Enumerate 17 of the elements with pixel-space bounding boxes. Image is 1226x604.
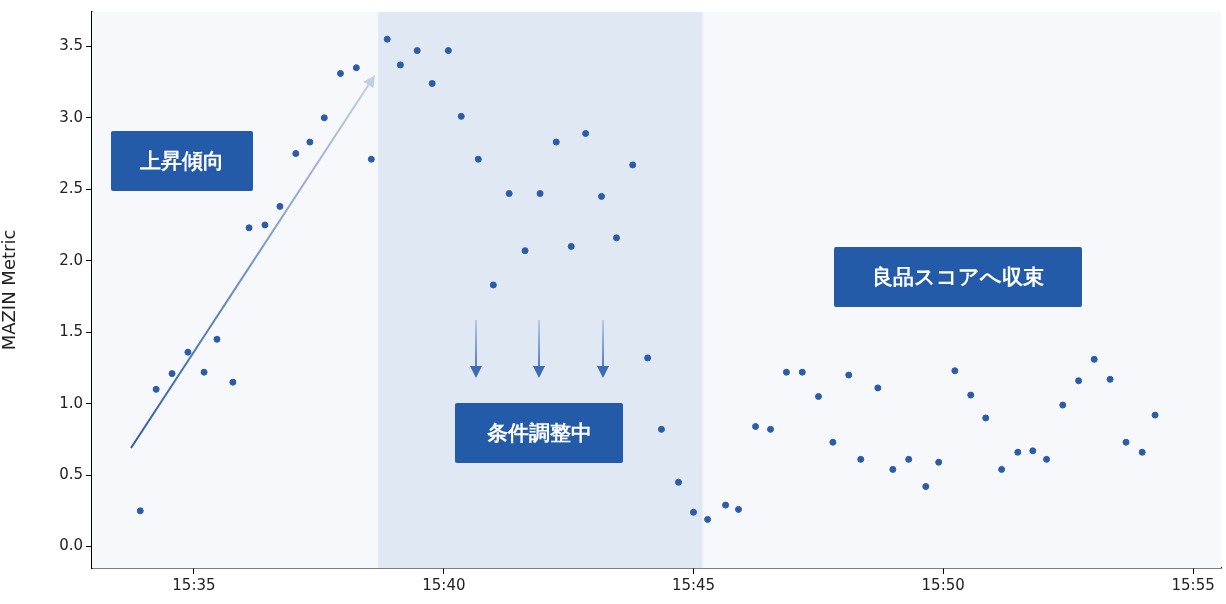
x-tick-label: 15:45 xyxy=(671,575,716,594)
x-tick-label: 15:40 xyxy=(422,575,466,594)
y-tick-label: 3.5 xyxy=(59,36,83,55)
x-tick-label: 15:35 xyxy=(172,575,216,594)
y-tick-label: 2.5 xyxy=(59,179,83,198)
label-box: 良品スコアへ収束 xyxy=(834,247,1082,307)
y-tick-label: 3.0 xyxy=(59,107,83,126)
y-tick-label: 0.0 xyxy=(59,536,83,555)
y-tick-label: 2.0 xyxy=(59,250,83,269)
label-box: 上昇傾向 xyxy=(111,131,253,191)
y-axis-title: MAZIN Metric xyxy=(0,229,20,351)
label-box: 条件調整中 xyxy=(455,403,623,463)
y-tick-label: 1.0 xyxy=(59,393,83,412)
y-tick-label: 0.5 xyxy=(59,464,83,483)
x-tick-label: 15:55 xyxy=(1171,575,1215,594)
y-tick-label: 1.5 xyxy=(59,322,83,341)
x-tick-label: 15:50 xyxy=(921,575,965,594)
